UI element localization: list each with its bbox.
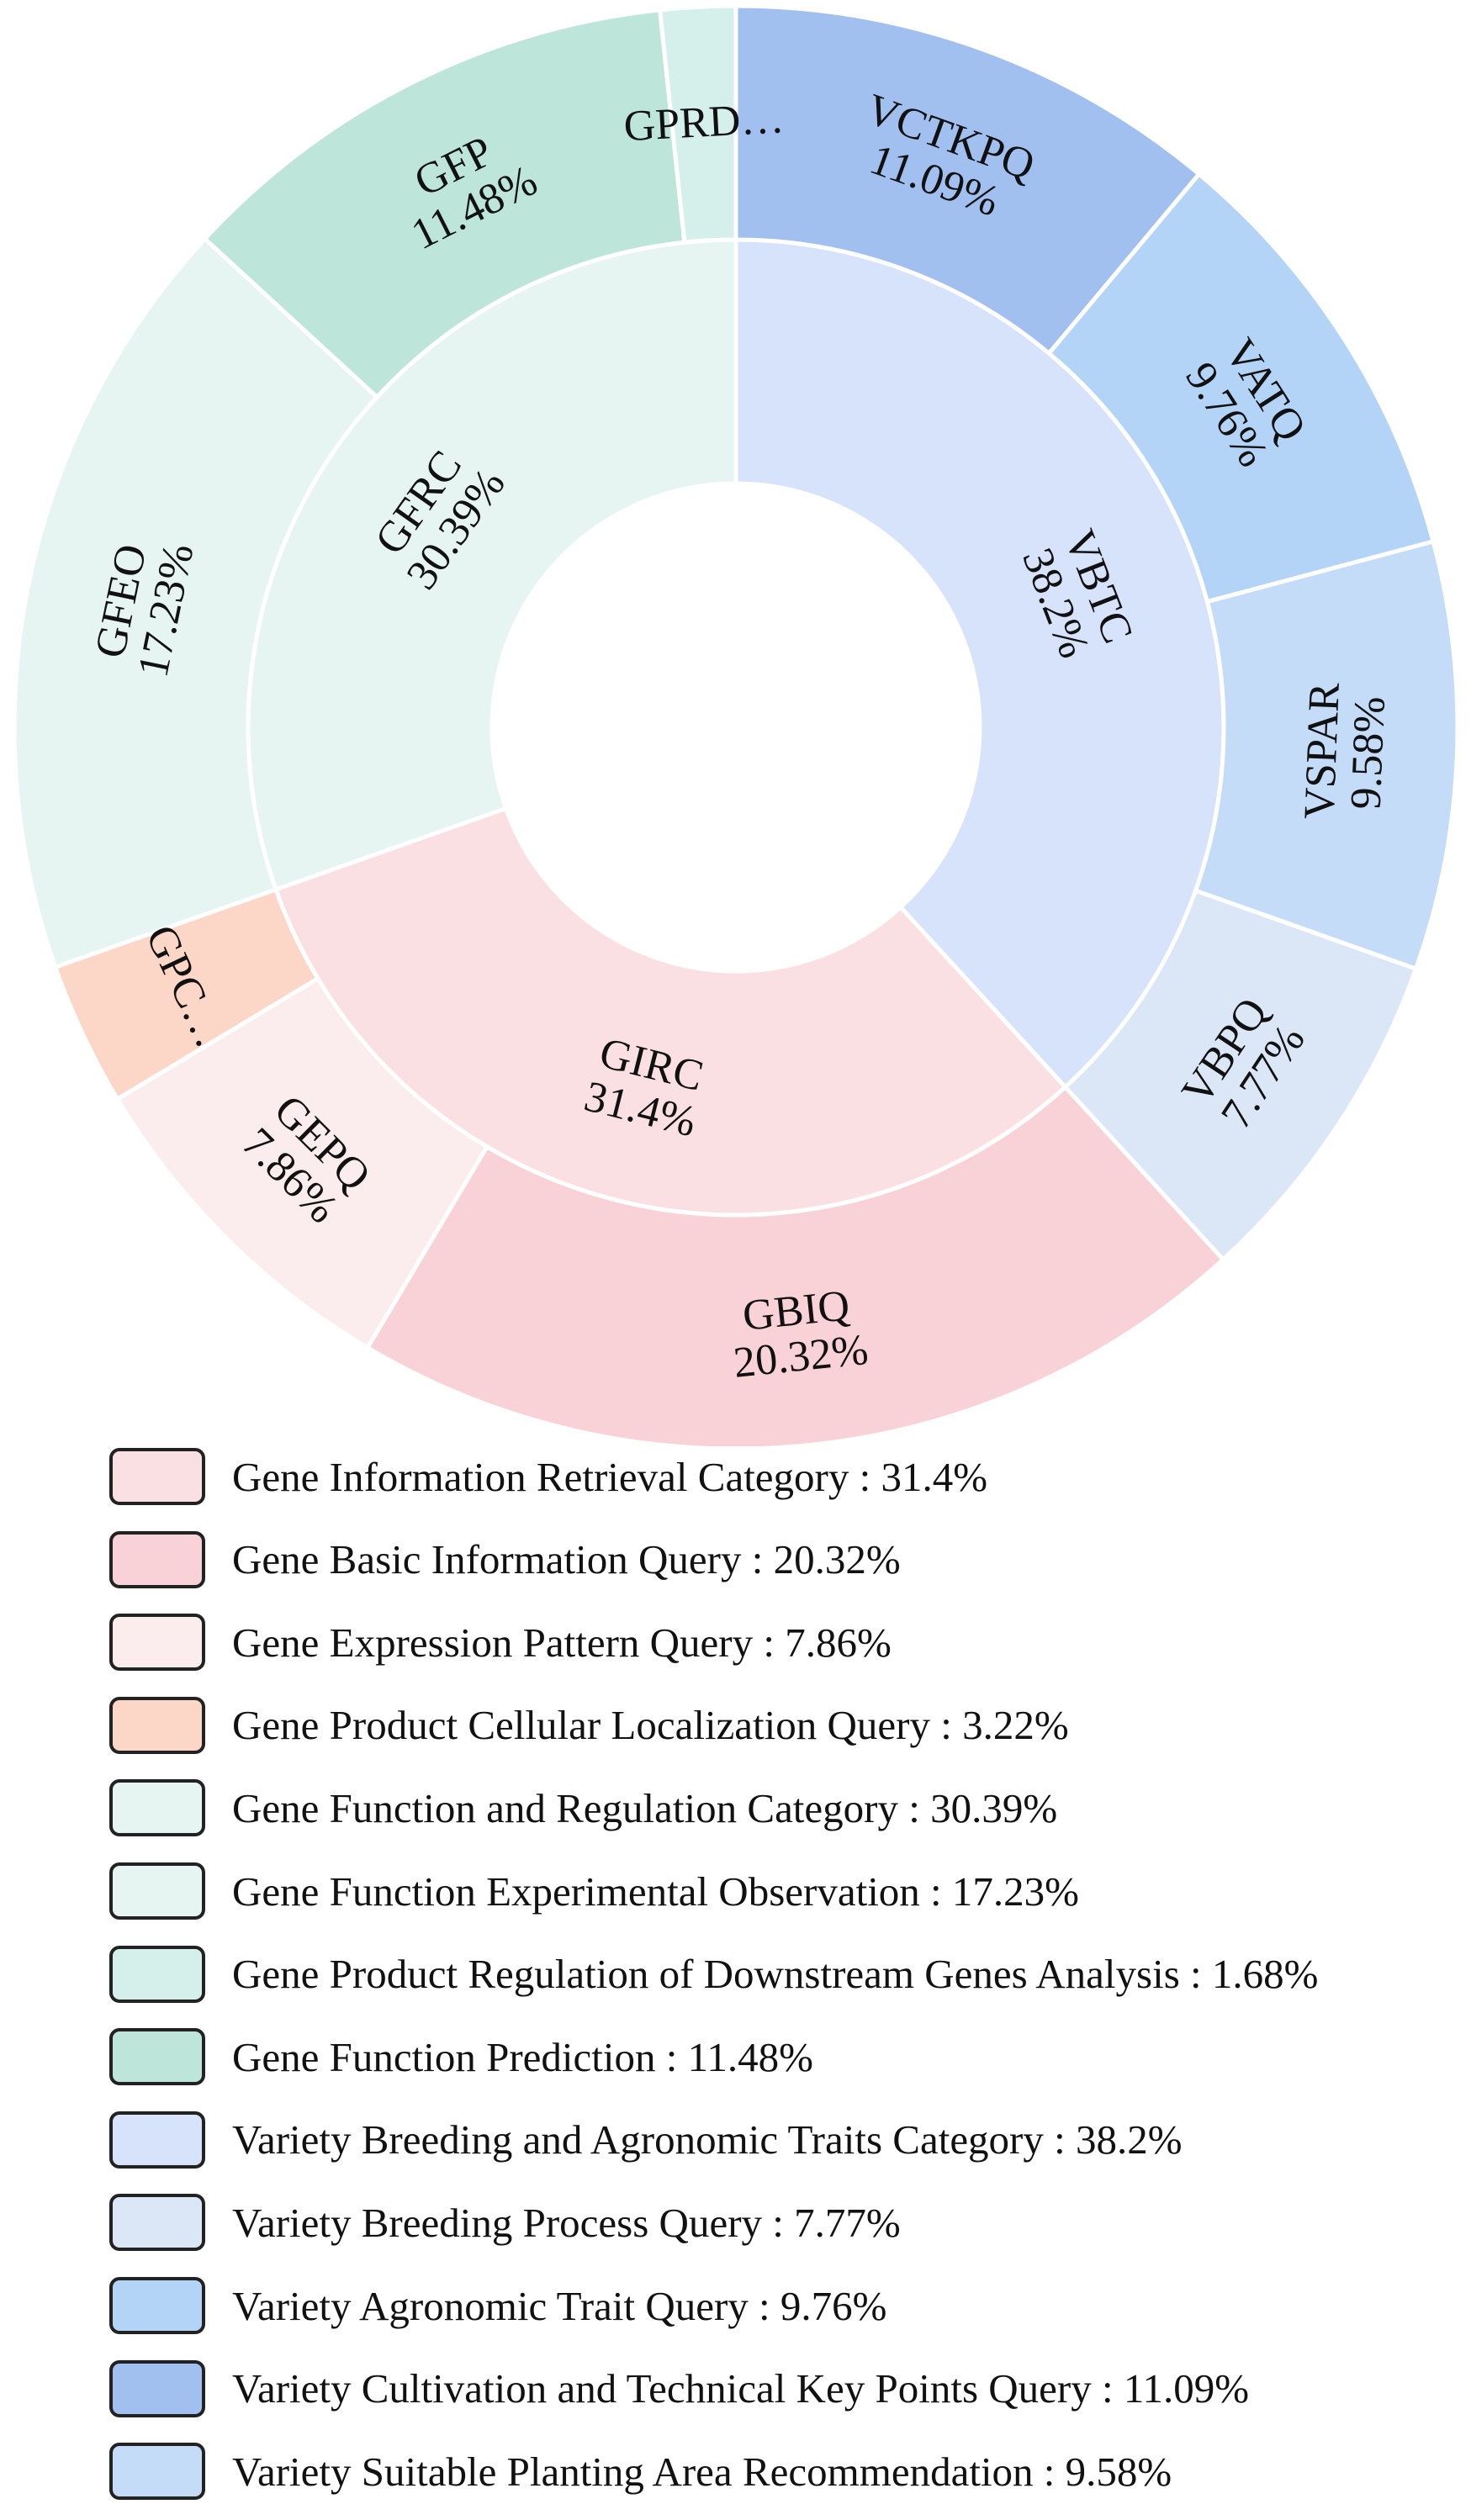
legend-label: Gene Expression Pattern Query : 7.86% xyxy=(232,1619,892,1666)
legend-item-gene-product-cellular-localization-query: Gene Product Cellular Localization Query… xyxy=(109,1693,1069,1757)
legend-swatch xyxy=(109,2194,205,2252)
legend-swatch xyxy=(109,2443,205,2501)
legend-swatch xyxy=(109,1696,205,1754)
legend-label: Gene Information Retrieval Category : 31… xyxy=(232,1453,988,1500)
legend-swatch xyxy=(109,1614,205,1672)
legend-swatch xyxy=(109,1530,205,1588)
outer-slice-gfp xyxy=(202,8,687,400)
legend-label: Variety Breeding and Agronomic Traits Ca… xyxy=(232,2116,1183,2163)
legend-swatch xyxy=(109,2277,205,2334)
outer-slice-gbiq xyxy=(364,1084,1226,1446)
sunburst-chart: VBTC38.2%GIRC31.4%GFRC30.39%VCTKPQ11.09%… xyxy=(12,3,1460,1446)
legend-label: Gene Product Regulation of Downstream Ge… xyxy=(232,1951,1319,1998)
legend-item-gene-function-and-regulation-category: Gene Function and Regulation Category : … xyxy=(109,1776,1057,1840)
legend-item-variety-breeding-process-query: Variety Breeding Process Query : 7.77% xyxy=(109,2190,901,2254)
legend-label: Variety Agronomic Trait Query : 9.76% xyxy=(232,2282,887,2329)
legend-swatch xyxy=(109,1448,205,1505)
legend-label: Variety Breeding Process Query : 7.77% xyxy=(232,2199,901,2246)
legend-label: Gene Basic Information Query : 20.32% xyxy=(232,1536,901,1583)
legend-swatch xyxy=(109,1862,205,1920)
legend-swatch xyxy=(109,1779,205,1837)
legend-item-gene-function-prediction: Gene Function Prediction : 11.48% xyxy=(109,2025,813,2089)
legend-swatch xyxy=(109,2359,205,2417)
outer-slice-gfeo xyxy=(12,235,380,970)
legend-item-gene-information-retrieval-category: Gene Information Retrieval Category : 31… xyxy=(109,1445,987,1508)
legend-swatch xyxy=(109,2111,205,2169)
outer-label-gprd: GPRD… xyxy=(622,94,785,151)
legend-item-variety-agronomic-trait-query: Variety Agronomic Trait Query : 9.76% xyxy=(109,2274,886,2338)
legend-swatch xyxy=(109,1945,205,2003)
legend-swatch xyxy=(109,2028,205,2086)
legend-label: Gene Function Experimental Observation :… xyxy=(232,1868,1079,1915)
inner-ring xyxy=(246,237,1226,1218)
legend-item-variety-breeding-and-agronomic-traits-category: Variety Breeding and Agronomic Traits Ca… xyxy=(109,2108,1183,2172)
legend-item-gene-function-experimental-observation: Gene Function Experimental Observation :… xyxy=(109,1859,1079,1923)
outer-label-vspar: VSPAR9.58% xyxy=(1295,681,1394,822)
legend-label: Gene Function Prediction : 11.48% xyxy=(232,2033,813,2080)
outer-ring xyxy=(12,3,1460,1446)
legend-item-variety-suitable-planting-area-recommendation: Variety Suitable Planting Area Recommend… xyxy=(109,2439,1172,2503)
legend-item-gene-product-regulation-of-downstream-genes-analysis: Gene Product Regulation of Downstream Ge… xyxy=(109,1942,1318,2006)
legend-label: Variety Suitable Planting Area Recommend… xyxy=(232,2448,1172,2495)
legend-item-gene-expression-pattern-query: Gene Expression Pattern Query : 7.86% xyxy=(109,1610,892,1674)
legend-label: Gene Product Cellular Localization Query… xyxy=(232,1702,1069,1749)
legend-label: Variety Cultivation and Technical Key Po… xyxy=(232,2365,1250,2412)
outer-slice-gprd xyxy=(657,3,738,245)
legend-item-variety-cultivation-and-technical-key-points-query: Variety Cultivation and Technical Key Po… xyxy=(109,2357,1249,2421)
legend-item-gene-basic-information-query: Gene Basic Information Query : 20.32% xyxy=(109,1528,901,1592)
legend-label: Gene Function and Regulation Category : … xyxy=(232,1784,1058,1831)
